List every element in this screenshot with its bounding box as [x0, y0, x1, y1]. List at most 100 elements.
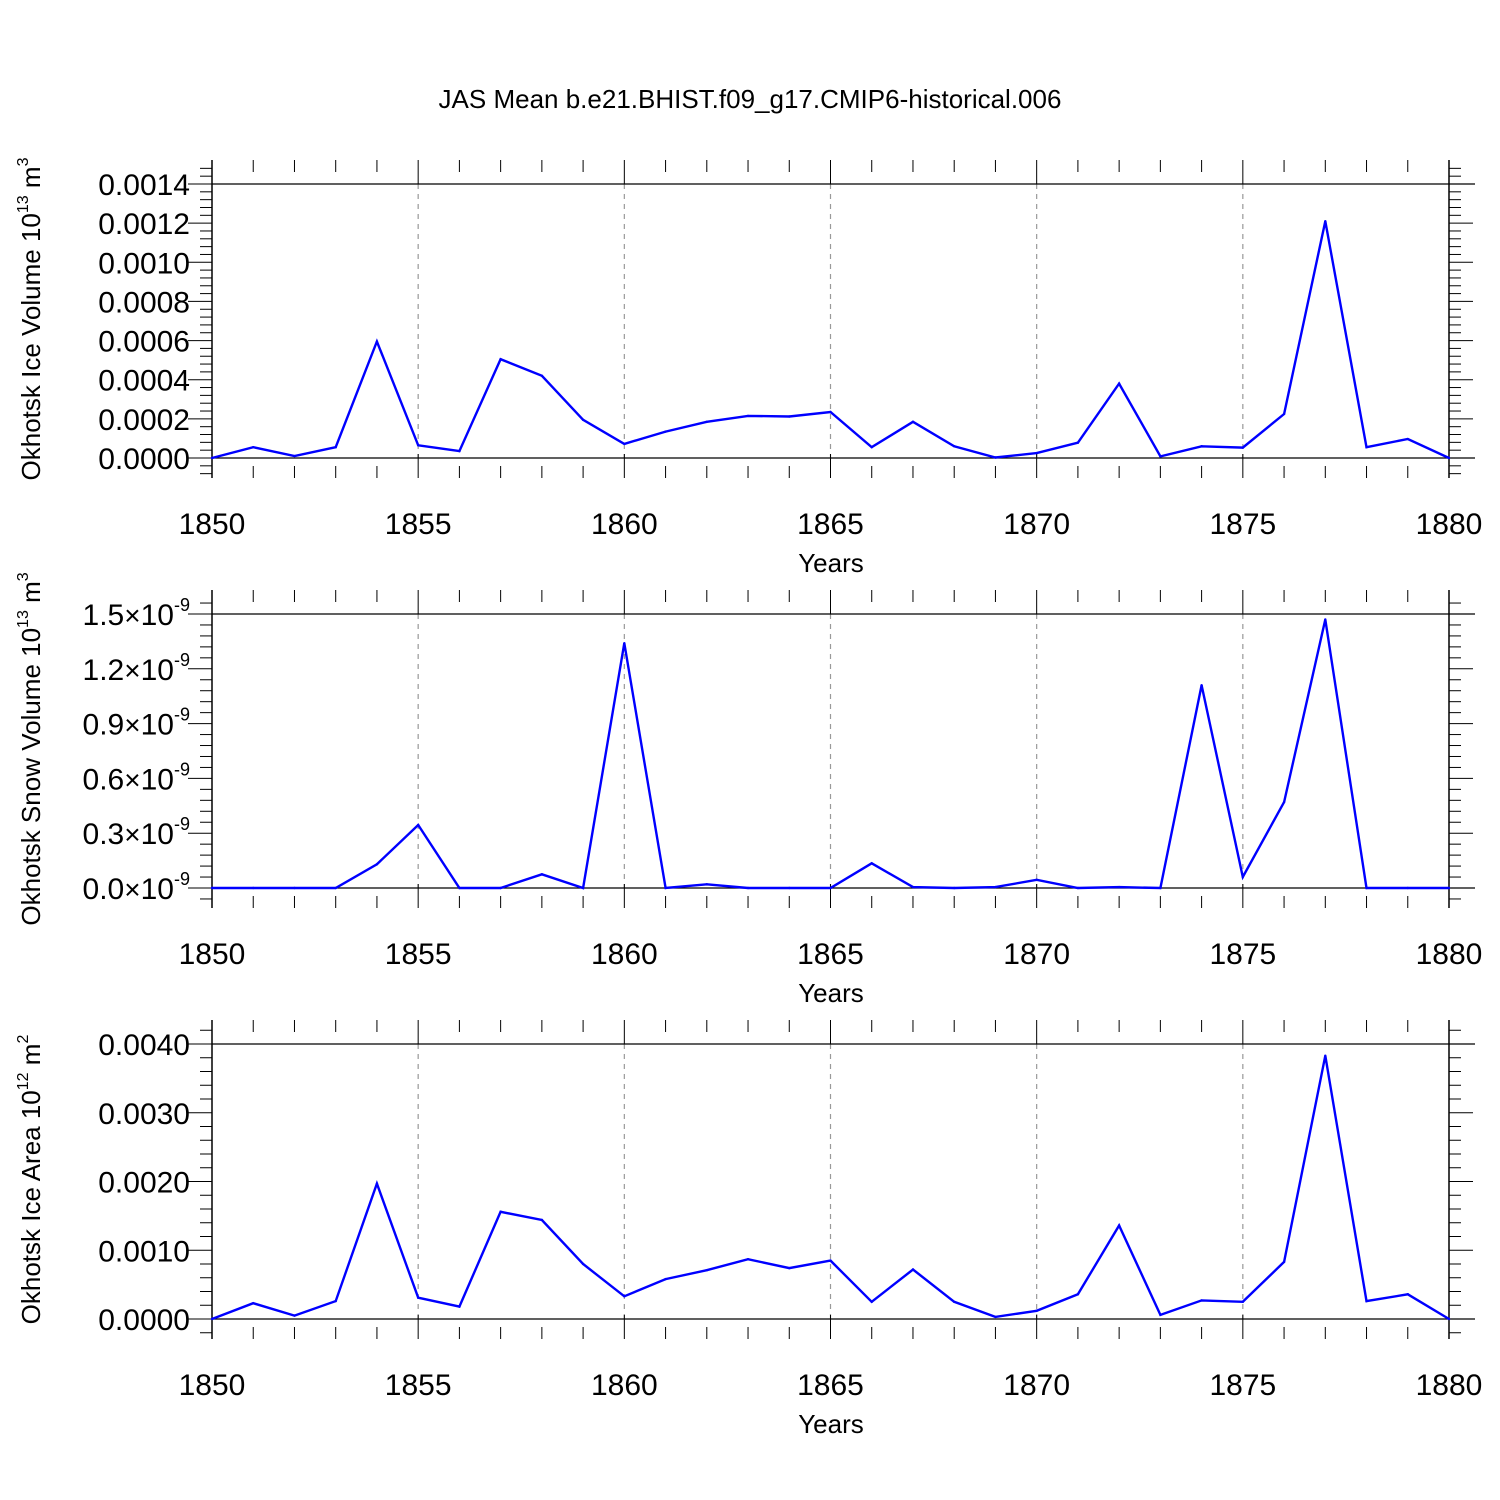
data-point	[1035, 1309, 1038, 1312]
data-point	[911, 1268, 915, 1271]
data-point	[1200, 684, 1203, 687]
y-tick-label: 0.6×10-9	[83, 759, 190, 796]
data-point	[458, 449, 461, 453]
data-point	[911, 420, 915, 423]
x-axis-label: Years	[798, 978, 864, 1008]
data-point	[1076, 441, 1080, 444]
data-point	[1324, 618, 1327, 621]
data-point	[1159, 886, 1162, 890]
x-tick-label: 1870	[1003, 508, 1070, 541]
data-point	[581, 1262, 585, 1266]
data-point	[1282, 800, 1286, 804]
data-point	[705, 420, 708, 423]
data-point	[1282, 1260, 1286, 1264]
y-tick-label: 0.3×10-9	[83, 814, 190, 851]
data-point	[458, 1305, 461, 1308]
data-point	[1200, 1299, 1203, 1302]
data-point	[1447, 886, 1451, 890]
data-point	[623, 442, 626, 446]
y-tick-label: 0.0040	[98, 1029, 190, 1062]
x-axis-label: Years	[798, 548, 864, 578]
data-point	[994, 456, 997, 459]
x-tick-label: 1850	[179, 938, 246, 971]
x-tick-label: 1865	[797, 938, 864, 971]
data-point	[1406, 1293, 1409, 1296]
y-tick-label: 0.0010	[98, 1235, 190, 1268]
data-point	[953, 445, 956, 448]
data-point	[293, 1314, 296, 1317]
y-axis-label: Okhotsk Ice Area 1012 m2	[15, 1035, 46, 1325]
data-point	[829, 1259, 832, 1262]
data-point	[829, 886, 832, 890]
data-point	[375, 1182, 379, 1185]
data-point	[1241, 446, 1245, 449]
panel-2: 0.0×10-9 0.3×10-9 0.6×10-9 0.9×10-9 1.2×10-9…	[15, 572, 1482, 1008]
data-point	[1365, 1299, 1368, 1303]
data-point	[540, 1218, 544, 1222]
data-point	[1117, 1224, 1121, 1227]
data-point	[1035, 451, 1038, 455]
y-tick-label: 0.0002	[98, 404, 190, 437]
y-tick-label: 0.0000	[98, 443, 190, 476]
x-tick-label: 1875	[1209, 1369, 1276, 1402]
y-axis-label: Okhotsk Ice Volume 1013 m3	[15, 157, 46, 480]
data-point	[1159, 1313, 1162, 1317]
data-point	[416, 444, 420, 447]
data-point	[953, 886, 956, 890]
data-point	[210, 886, 214, 890]
data-point	[1159, 455, 1162, 458]
x-tick-label: 1875	[1209, 938, 1276, 971]
data-point	[788, 1266, 791, 1270]
data-point	[1282, 412, 1286, 416]
data-point	[870, 1300, 873, 1304]
data-point	[210, 456, 214, 460]
data-point	[581, 418, 585, 422]
x-tick-label: 1880	[1416, 508, 1483, 541]
data-point	[1447, 456, 1451, 460]
x-tick-label: 1860	[591, 938, 658, 971]
data-point	[293, 886, 296, 890]
chart-title: JAS Mean b.e21.BHIST.f09_g17.CMIP6-histo…	[439, 84, 1062, 114]
y-axis-label: Okhotsk Snow Volume 1013 m3	[15, 572, 46, 925]
panel-3: 0.0000 0.0010 0.0020 0.0030 0.0040 1850 1855 18…	[15, 1020, 1482, 1439]
y-tick-label: 0.0014	[98, 169, 190, 202]
data-point	[664, 886, 667, 890]
x-tick-label: 1855	[385, 1369, 452, 1402]
x-tick-label: 1855	[385, 938, 452, 971]
data-point	[499, 886, 502, 890]
data-point	[581, 886, 585, 890]
data-point	[334, 1299, 337, 1303]
data-point	[746, 414, 750, 418]
data-point	[252, 1301, 255, 1305]
data-point	[746, 886, 750, 890]
data-point	[1447, 1317, 1451, 1321]
data-point	[911, 885, 915, 889]
y-tick-label: 0.0008	[98, 286, 190, 319]
y-tick-label: 0.0×10-9	[83, 869, 190, 906]
x-tick-label: 1870	[1003, 1369, 1070, 1402]
y-tick-label: 0.0000	[98, 1304, 190, 1337]
data-point	[705, 883, 708, 886]
x-tick-label: 1860	[591, 508, 658, 541]
data-point	[1076, 886, 1080, 890]
data-point	[1324, 219, 1327, 223]
data-point	[1365, 446, 1368, 449]
y-tick-label: 0.0030	[98, 1098, 190, 1131]
data-point	[870, 446, 873, 449]
data-point	[664, 1277, 667, 1281]
x-tick-label: 1875	[1209, 508, 1276, 541]
data-point	[1117, 885, 1121, 889]
data-point	[1035, 878, 1038, 881]
x-tick-label: 1880	[1416, 938, 1483, 971]
data-point	[375, 340, 379, 343]
y-tick-label: 0.9×10-9	[83, 705, 190, 742]
data-point	[664, 430, 667, 433]
data-point	[499, 357, 502, 361]
x-tick-label: 1865	[797, 1369, 864, 1402]
data-point	[499, 1210, 502, 1213]
data-point	[334, 886, 337, 890]
data-point	[994, 885, 997, 889]
x-tick-label: 1860	[591, 1369, 658, 1402]
x-axis-label: Years	[798, 1409, 864, 1439]
